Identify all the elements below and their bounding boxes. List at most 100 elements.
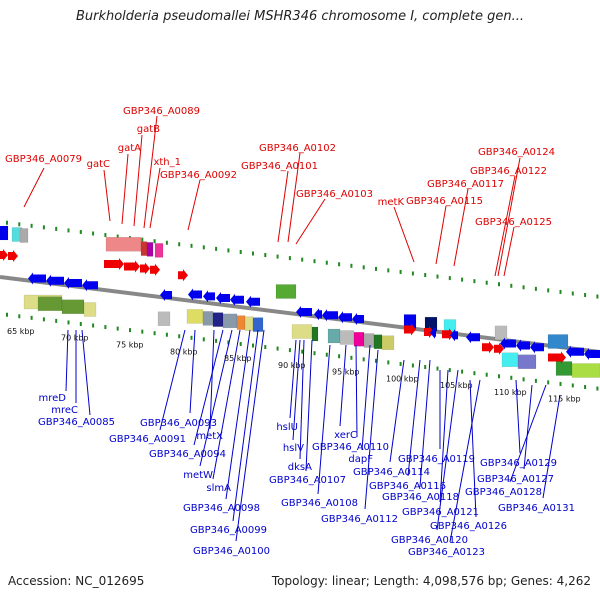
lower-gene-label: GBP346_A0107 <box>269 475 346 486</box>
lower-gene-label-leader <box>439 369 449 503</box>
upper-gene-label-leader <box>277 170 289 243</box>
gene-arrow <box>352 313 364 325</box>
gene-arrow <box>64 277 82 289</box>
lower-gene-label-leader <box>232 329 259 522</box>
upper-gene-label-leader <box>133 134 143 227</box>
feature-block <box>140 241 148 256</box>
scale-tick-label: 85 kbp <box>224 354 252 363</box>
upper-gene-label-leader <box>453 188 469 267</box>
lower-gene-label-leader <box>509 384 547 483</box>
feature-block <box>363 333 375 348</box>
upper-gene-label-leader <box>435 205 447 265</box>
lower-gene-label-leader <box>339 344 347 427</box>
upper-gene-label: GBP346_A0124 <box>478 147 555 158</box>
gene-arrow <box>140 262 150 275</box>
upper-gene-label-leader <box>503 226 515 277</box>
scale-tick-label: 65 kbp <box>7 327 35 336</box>
feature-block <box>157 311 171 326</box>
lower-gene-label: GBP346_A0118 <box>382 492 459 503</box>
gene-arrow <box>124 260 140 273</box>
lower-gene-label-leader <box>209 329 215 430</box>
gene-arrow <box>8 250 18 262</box>
gene-arrow <box>296 306 312 318</box>
feature-block <box>275 284 297 299</box>
feature-block <box>0 225 9 241</box>
gene-arrow <box>104 258 124 270</box>
lower-gene-label-leader <box>361 344 371 451</box>
upper-gene-label: GBP346_A0125 <box>475 217 552 228</box>
feature-block <box>547 334 569 349</box>
lower-gene-label-leader <box>193 329 224 446</box>
feature-block <box>517 354 537 369</box>
lower-gene-label: GBP346_A0108 <box>281 498 358 509</box>
lower-gene-label-leader <box>199 329 233 467</box>
lower-gene-label: mreD <box>39 393 67 404</box>
gene-arrow <box>442 328 454 341</box>
feature-block <box>202 311 214 326</box>
lower-gene-label-leader <box>225 329 251 500</box>
lower-gene-label: GBP346_A0121 <box>402 507 479 518</box>
gene-arrow <box>28 272 46 285</box>
feature-block <box>37 296 63 311</box>
scale-tick-label: 110 kbp <box>494 388 527 397</box>
upper-gene-label: GBP346_A0092 <box>160 170 237 181</box>
scale-tick-label: 90 kbp <box>278 361 306 370</box>
feature-block <box>327 328 341 344</box>
scale-tick-label: 100 kbp <box>386 374 419 383</box>
lower-gene-label: mreC <box>51 405 78 416</box>
lower-gene-label: GBP346_A0131 <box>498 503 575 514</box>
feature-block <box>212 312 224 327</box>
lower-gene-label: GBP346_A0129 <box>480 458 557 469</box>
lower-gene-label: GBP346_A0094 <box>149 449 226 460</box>
scale-tick-label: 80 kbp <box>170 347 198 356</box>
upper-gene-label-leader <box>287 152 301 243</box>
lower-gene-label-leader <box>159 329 186 431</box>
gene-arrow <box>314 308 322 321</box>
feature-block <box>381 335 395 350</box>
feature-block <box>311 326 319 342</box>
lower-gene-label: metX <box>196 431 223 442</box>
lower-gene-label-leader <box>419 359 431 488</box>
upper-gene-label: GBP346_A0117 <box>427 179 504 190</box>
lower-gene-label: GBP346_A0110 <box>312 442 389 453</box>
gene-arrow <box>494 342 504 355</box>
gene-arrow <box>530 341 544 354</box>
lower-gene-label: GBP346_A0128 <box>465 487 542 498</box>
lower-gene-label-leader <box>449 379 481 543</box>
gene-arrow <box>160 289 172 301</box>
upper-gene-label: GBP346_A0122 <box>470 166 547 177</box>
lower-gene-label-leader <box>289 339 297 419</box>
lower-gene-label: dapF <box>348 454 373 465</box>
feature-block <box>146 242 154 257</box>
lower-gene-label-leader <box>407 359 421 477</box>
lower-gene-label-leader <box>515 379 521 454</box>
upper-gene-label-leader <box>143 115 158 229</box>
upper-gene-label: GBP346_A0103 <box>296 189 373 200</box>
lower-gene-label-leader <box>81 329 91 416</box>
gene-arrow <box>338 311 352 324</box>
feature-block <box>186 309 204 324</box>
gene-arrow <box>150 263 160 276</box>
upper-gene-label: GBP346_A0101 <box>241 161 318 172</box>
lower-gene-label-leader <box>235 329 265 542</box>
upper-gene-label-leader <box>149 167 161 229</box>
upper-gene-label: gatC <box>87 159 110 170</box>
lower-gene-label-leader <box>469 379 477 518</box>
feature-block <box>19 228 29 243</box>
gene-arrow <box>46 274 64 287</box>
lower-gene-label: GBP346_A0091 <box>109 434 186 445</box>
lower-gene-label-leader <box>189 329 196 414</box>
lower-gene-label: GBP346_A0119 <box>398 454 475 465</box>
feature-block <box>154 243 164 258</box>
lower-gene-label: GBP346_A0114 <box>353 467 430 478</box>
lower-gene-label: hslV <box>283 443 304 454</box>
scale-tick-label: 75 kbp <box>116 341 144 350</box>
lower-gene-label: GBP346_A0123 <box>408 547 485 558</box>
lower-gene-label: xerC <box>334 430 357 441</box>
lower-gene-label-leader <box>436 369 459 531</box>
lower-gene-label: GBP346_A0127 <box>477 474 554 485</box>
scale-tick-label: 95 kbp <box>332 368 360 377</box>
gene-arrow <box>430 326 436 339</box>
lower-gene-label: GBP346_A0120 <box>391 535 468 546</box>
lower-gene-label: metW <box>183 470 213 481</box>
